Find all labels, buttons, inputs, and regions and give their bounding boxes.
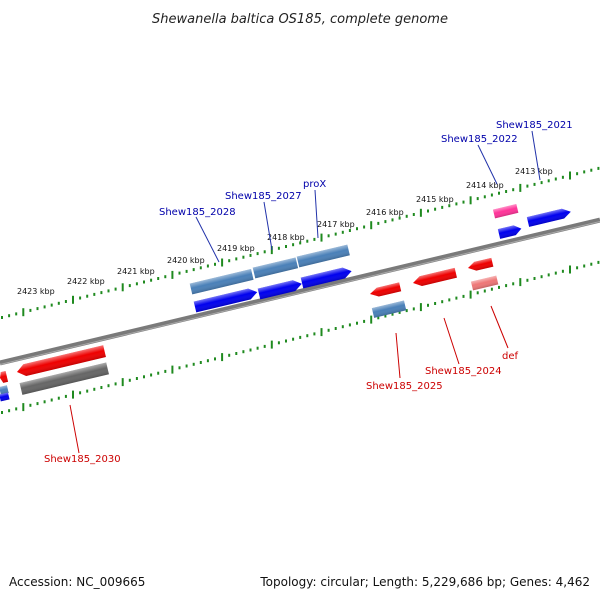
gene-shading xyxy=(252,257,299,279)
kbp-label: 2419 kbp xyxy=(217,244,255,253)
gene-shew185-2031-box xyxy=(0,385,9,395)
gene-shading xyxy=(257,280,302,300)
gene-shading xyxy=(497,225,522,239)
label-leaders xyxy=(69,130,541,454)
gene-label-shew185-2021: Shew185_2021 xyxy=(496,120,573,131)
gene-label-def: def xyxy=(502,351,519,362)
gene-shew185-2030-arrow xyxy=(17,345,106,376)
leader-line xyxy=(69,404,80,454)
kbp-label: 2415 kbp xyxy=(416,195,454,204)
gene-shading xyxy=(0,392,10,402)
gene-def-box xyxy=(470,275,499,291)
genome-backbone xyxy=(0,217,600,366)
leader-line xyxy=(314,189,319,239)
map-title: Shewanella baltica OS185, complete genom… xyxy=(152,12,448,27)
gene-shew185-2022-box xyxy=(492,204,519,219)
kbp-label: 2421 kbp xyxy=(117,267,155,276)
leader-line xyxy=(395,332,401,379)
gene-shew185-2031-arrow xyxy=(0,371,9,383)
gene-shading xyxy=(470,275,499,291)
gene-shew185-2028-arrow xyxy=(193,288,258,313)
gene-shew185-2028-box xyxy=(189,269,254,295)
leader-line xyxy=(443,317,460,365)
gene-shew185-2022-arrow xyxy=(497,225,522,239)
gene-labels: Shew185_2021 Shew185_2022 Shew185_2027 p… xyxy=(44,120,573,465)
gene-label-shew185-2030: Shew185_2030 xyxy=(44,454,121,465)
gene-shading xyxy=(0,371,9,383)
gene-features xyxy=(0,204,571,402)
gene-label-shew185-2024: Shew185_2024 xyxy=(425,366,502,377)
leader-line xyxy=(477,144,498,185)
gene-shew185-2024-arrow xyxy=(413,267,457,287)
leader-line xyxy=(263,201,273,251)
gene-shading xyxy=(0,385,9,395)
leader-line xyxy=(490,305,509,349)
gene-def-arrow xyxy=(468,257,494,271)
gene-shading xyxy=(413,267,457,287)
upper-tick-track xyxy=(1,166,600,319)
gene-label-shew185-2022: Shew185_2022 xyxy=(441,134,518,145)
leader-line xyxy=(195,216,220,263)
gene-shew185-2025-box xyxy=(371,300,407,318)
gene-shading xyxy=(19,362,109,395)
gene-shew185-2025-arrow xyxy=(370,282,402,297)
kbp-label: 2420 kbp xyxy=(167,256,205,265)
kbp-label: 2422 kbp xyxy=(67,277,105,286)
gene-shew185-2027-box xyxy=(252,257,299,279)
kbp-label: 2413 kbp xyxy=(515,167,553,176)
gene-shading xyxy=(468,257,494,271)
gene-prox-box xyxy=(296,244,350,268)
kbp-label: 2416 kbp xyxy=(366,208,404,217)
kbp-labels: 2413 kbp 2414 kbp 2415 kbp 2416 kbp 2417… xyxy=(17,167,553,296)
genome-summary-text: Topology: circular; Length: 5,229,686 bp… xyxy=(259,575,590,589)
gene-shading xyxy=(526,208,571,227)
gene-shading xyxy=(193,288,258,313)
gene-label-prox: proX xyxy=(303,179,326,190)
kbp-label: 2418 kbp xyxy=(267,233,305,242)
lower-tick-track xyxy=(1,260,600,414)
leader-line xyxy=(531,130,541,181)
kbp-label: 2423 kbp xyxy=(17,287,55,296)
accession-text: Accession: NC_009665 xyxy=(9,575,145,589)
gene-shading xyxy=(300,267,352,289)
gene-shading xyxy=(370,282,402,297)
gene-shew185-2030-box xyxy=(19,362,109,395)
gene-shading xyxy=(492,204,519,219)
gene-shew185-2027-arrow xyxy=(257,280,302,300)
gene-shew185-2031-fwd xyxy=(0,392,10,402)
kbp-label: 2417 kbp xyxy=(317,220,355,229)
gene-shading xyxy=(296,244,350,268)
gene-shading xyxy=(371,300,407,318)
gene-shading xyxy=(189,269,254,295)
kbp-label: 2414 kbp xyxy=(466,181,504,190)
gene-shading xyxy=(17,345,106,376)
gene-shew185-2021-arrow xyxy=(526,208,571,227)
gene-prox-arrow xyxy=(300,267,352,289)
gene-label-shew185-2027: Shew185_2027 xyxy=(225,191,302,202)
gene-label-shew185-2028: Shew185_2028 xyxy=(159,207,236,218)
gene-label-shew185-2025: Shew185_2025 xyxy=(366,381,443,392)
